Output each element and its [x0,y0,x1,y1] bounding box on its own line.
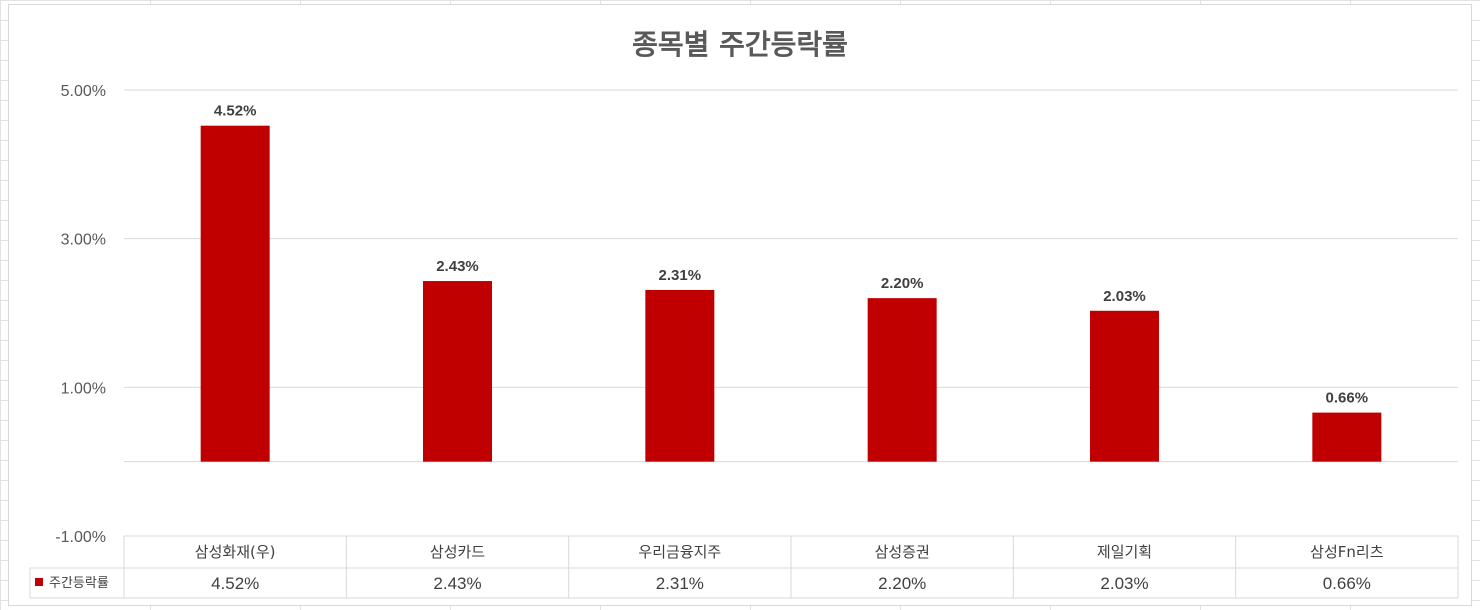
chart-title: 종목별 주간등락률 [632,28,848,61]
table-value: 2.31% [656,574,704,593]
category-label: 삼성Fn리츠 [1310,543,1384,561]
y-axis: 5.00% 3.00% 1.00% -1.00% [55,83,106,546]
bar[interactable] [1312,412,1382,462]
category-label: 삼성화재(우) [195,543,276,561]
table-value: 0.66% [1323,574,1371,593]
bar[interactable] [200,125,270,462]
category-label: 삼성카드 [430,543,485,561]
table-value: 4.52% [211,574,259,593]
y-tick-label: -1.00% [55,529,106,546]
data-table: 삼성화재(우) 4.52% 삼성카드 2.43% 우리금융지주 2.31% 삼성증권 2.20… [29,535,1459,599]
data-labels: 4.52% 2.43% 2.31% 2.20% 2.03% 0.66% [214,103,1368,407]
bar-value-label: 2.31% [659,267,702,284]
bar[interactable] [1090,310,1159,462]
bar[interactable] [645,289,715,462]
legend-key [35,578,43,586]
category-label: 삼성증권 [875,543,930,561]
bar-value-label: 2.20% [881,275,924,292]
legend-label: 주간등락률 [49,576,109,591]
bars [200,125,1382,462]
y-tick-label: 1.00% [61,380,106,397]
bar-value-label: 0.66% [1326,390,1369,407]
table-value: 2.20% [878,574,926,593]
bar-value-label: 2.03% [1103,288,1146,305]
table-value: 2.03% [1100,574,1148,593]
gridlines [124,89,1458,463]
bar-value-label: 2.43% [436,258,479,275]
category-label: 우리금융지주 [638,543,721,561]
table-value: 2.43% [433,574,481,593]
y-tick-label: 5.00% [61,83,106,100]
category-label: 제일기획 [1097,543,1152,561]
bar[interactable] [867,298,937,462]
bar-value-label: 4.52% [214,103,257,120]
y-tick-label: 3.00% [61,232,106,249]
bar[interactable] [423,281,492,462]
